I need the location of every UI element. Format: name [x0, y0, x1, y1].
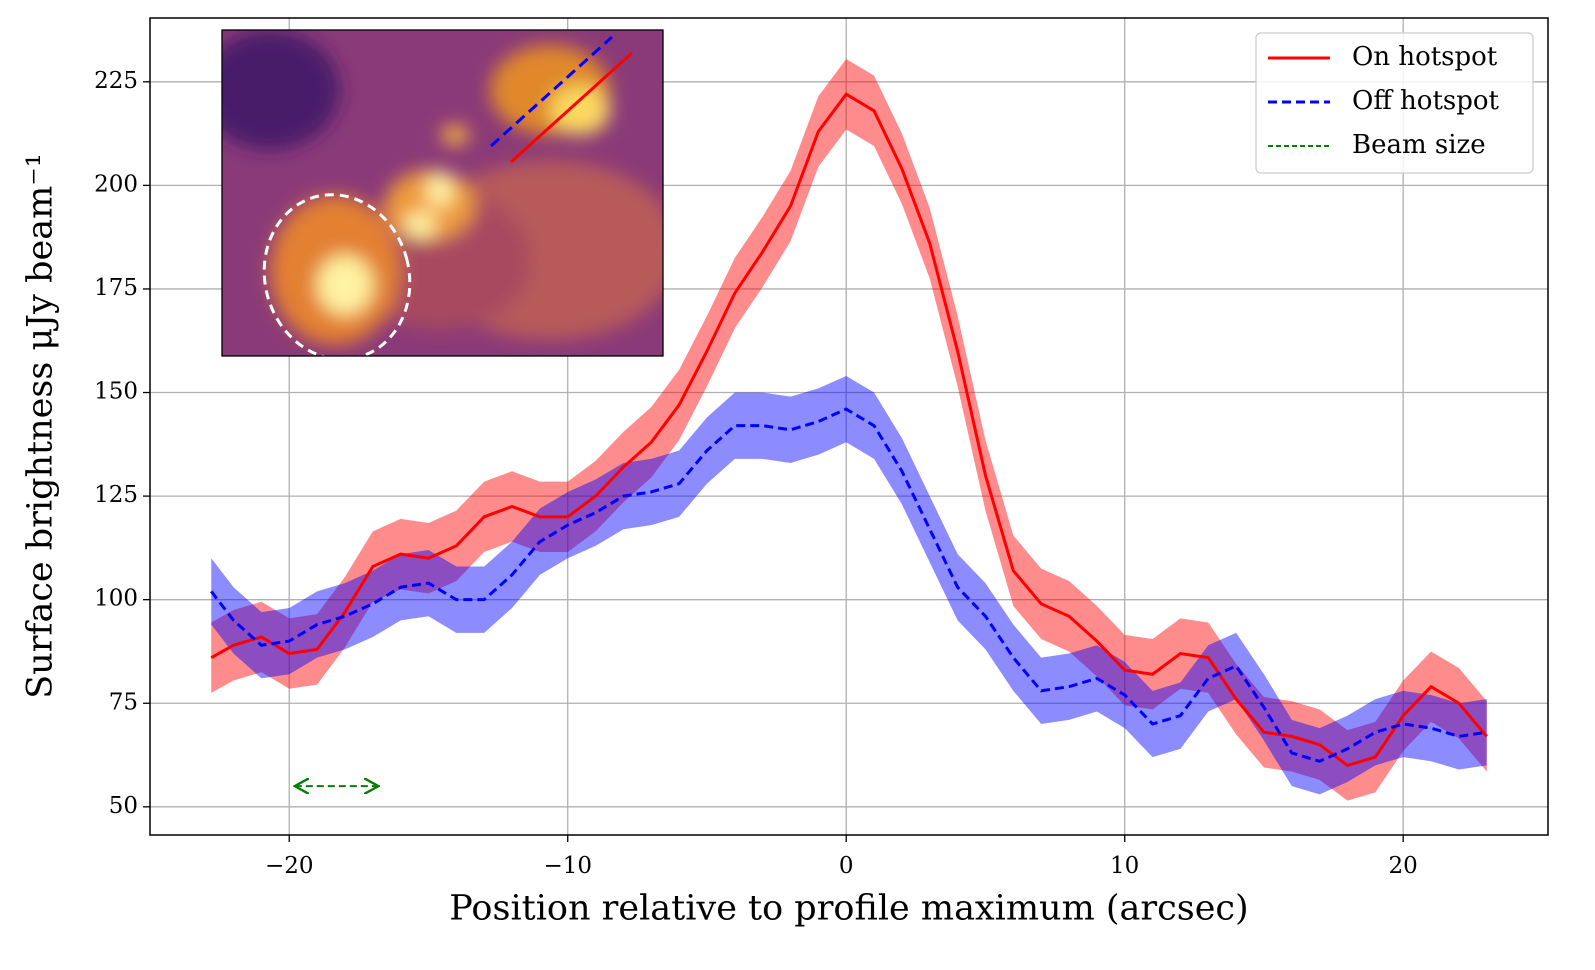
inset-emission: [222, 30, 663, 345]
x-tick-label: −10: [543, 853, 592, 879]
inset-off-line: [489, 35, 614, 148]
x-tick-label: −20: [265, 853, 314, 879]
legend-box: [1255, 32, 1534, 174]
y-tick-label: 50: [109, 793, 138, 819]
lines: [210, 92, 1488, 786]
inset: [222, 30, 663, 356]
y-tick-label: 125: [94, 482, 138, 508]
legend: On hotspot Off hotspot Beam size: [1255, 32, 1534, 174]
x-axis-label: Position relative to profile maximum (ar…: [449, 889, 1248, 929]
legend-label: Beam size: [1352, 130, 1486, 160]
y-tick-label: 175: [94, 275, 138, 301]
y-tick-label: 150: [94, 379, 138, 405]
legend-label: On hotspot: [1352, 42, 1498, 72]
plot-frame: [149, 17, 1549, 836]
inset-on-line: [509, 51, 634, 164]
legend-label: Off hotspot: [1352, 86, 1500, 116]
y-tick-label: 75: [109, 689, 138, 715]
y-axis-label: Surface brightness μJy beam⁻¹: [21, 153, 61, 699]
y-tick-label: 200: [94, 171, 138, 197]
series-line: [210, 407, 1487, 763]
error-band: [211, 375, 1487, 795]
x-tick-label: 10: [1110, 853, 1139, 879]
x-tick-label: 20: [1389, 853, 1418, 879]
x-tick-label: 0: [839, 853, 854, 879]
bands: [211, 59, 1487, 801]
y-tick-label: 225: [94, 68, 138, 94]
inset-frame: [221, 29, 664, 357]
series-line: [210, 92, 1488, 768]
y-tick-label: 100: [94, 586, 138, 612]
inset-ellipse: [262, 193, 412, 356]
